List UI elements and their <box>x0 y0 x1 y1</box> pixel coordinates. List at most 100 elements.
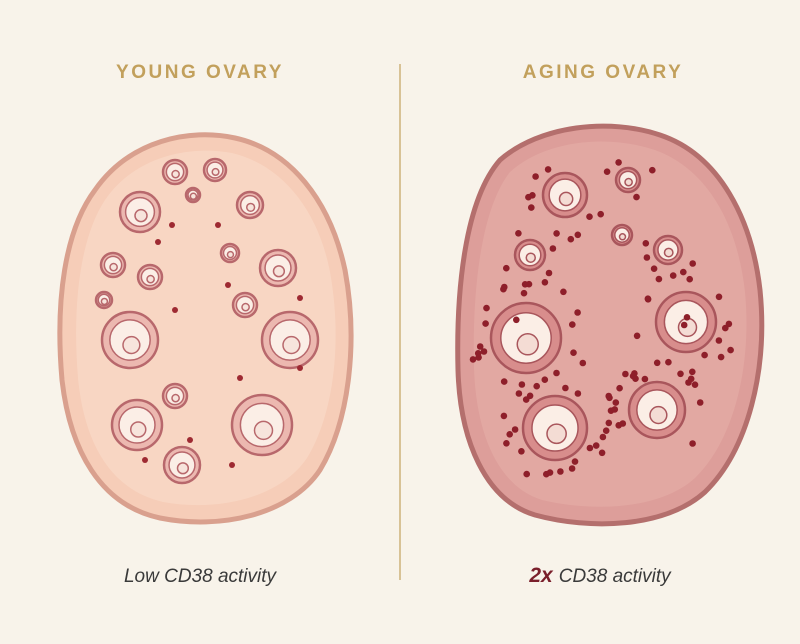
enzyme-dot <box>650 265 658 273</box>
caption: 2x CD38 activity <box>528 564 672 587</box>
enzyme-dot <box>518 381 526 388</box>
oocyte <box>241 302 250 312</box>
young-follicles <box>94 157 320 485</box>
oocyte <box>677 317 698 338</box>
enzyme-dot <box>571 458 579 465</box>
enzyme-dot <box>511 426 519 433</box>
enzyme-dot <box>597 210 604 218</box>
enzyme-dot <box>715 293 723 301</box>
oocyte <box>171 393 180 403</box>
enzyme-dot <box>520 289 528 297</box>
enzyme-dot <box>649 166 656 174</box>
enzyme-dot <box>225 282 231 288</box>
enzyme-dot <box>680 321 688 329</box>
caption-emphasis: 2x <box>528 564 554 587</box>
oocyte <box>176 462 190 475</box>
enzyme-dot <box>482 320 489 327</box>
aging-follicles <box>469 159 734 478</box>
enzyme-dot <box>574 309 581 316</box>
enzyme-dot <box>603 168 611 175</box>
enzyme-dot <box>515 390 523 397</box>
enzyme-dot <box>669 272 677 279</box>
caption: Low CD38 activity <box>124 566 278 587</box>
enzyme-dot <box>633 332 641 340</box>
enzyme-dot <box>500 412 508 420</box>
enzyme-dot <box>686 275 693 283</box>
enzyme-dot <box>641 375 649 383</box>
enzyme-dot <box>562 384 569 392</box>
enzyme-dot <box>689 260 696 267</box>
enzyme-dot <box>619 420 627 427</box>
enzyme-dot <box>528 204 535 211</box>
enzyme-dot <box>522 396 530 403</box>
enzyme-dot <box>297 365 303 371</box>
oocyte <box>100 297 109 306</box>
enzyme-dot <box>612 399 620 406</box>
enzyme-dot <box>665 358 672 366</box>
enzyme-dot <box>142 457 148 463</box>
enzyme-dot <box>579 359 587 367</box>
enzyme-dot <box>500 378 508 385</box>
enzyme-dot <box>574 390 582 397</box>
enzyme-dot <box>605 419 613 427</box>
oocyte <box>525 252 536 263</box>
enzyme-dot <box>715 337 723 344</box>
oocyte <box>272 265 286 278</box>
oocyte <box>226 250 235 259</box>
enzyme-dot <box>215 222 221 228</box>
enzyme-dot <box>602 427 610 435</box>
enzyme-dot <box>689 440 696 447</box>
enzyme-dot <box>599 433 607 441</box>
enzyme-dot <box>515 230 522 237</box>
enzyme-dot <box>567 235 575 243</box>
oocyte <box>253 420 274 441</box>
enzyme-dot <box>677 370 684 378</box>
oocyte <box>189 192 198 201</box>
enzyme-dot <box>187 437 193 443</box>
enzyme-dot <box>501 283 508 291</box>
enzyme-dot <box>553 230 560 237</box>
enzyme-dot <box>683 314 691 321</box>
enzyme-dot <box>633 193 640 201</box>
oocyte <box>282 335 301 355</box>
enzyme-dot <box>615 159 622 166</box>
enzyme-dot <box>598 449 606 457</box>
oocyte <box>663 247 674 258</box>
enzyme-dot <box>680 268 687 276</box>
oocyte <box>211 167 220 177</box>
enzyme-dot <box>687 375 695 383</box>
oocyte <box>246 202 256 212</box>
oocyte <box>130 421 147 438</box>
oocyte <box>516 333 539 356</box>
oocyte <box>624 177 633 187</box>
enzyme-dot <box>655 275 663 283</box>
enzyme-dot <box>586 444 594 452</box>
enzyme-dot <box>474 350 482 357</box>
enzyme-dot <box>532 173 539 180</box>
enzyme-dot <box>297 295 303 301</box>
enzyme-dot <box>689 368 696 376</box>
enzyme-dot <box>632 375 639 383</box>
enzyme-dot <box>541 376 549 384</box>
enzyme-dot <box>544 166 552 173</box>
enzyme-dot <box>521 281 529 288</box>
enzyme-dot <box>172 307 178 313</box>
enzyme-dot <box>553 369 560 377</box>
enzyme-dot <box>545 269 553 277</box>
enzyme-dot <box>503 264 510 272</box>
enzyme-dot <box>518 448 525 455</box>
enzyme-dot <box>586 213 593 220</box>
enzyme-dot <box>653 359 661 367</box>
panel-title: YOUNG OVARY <box>116 62 284 83</box>
oocyte <box>109 262 118 272</box>
enzyme-dot <box>549 245 557 252</box>
enzyme-dot <box>506 431 513 438</box>
enzyme-dot <box>503 440 510 447</box>
enzyme-dot <box>229 462 235 468</box>
enzyme-dot <box>574 231 582 239</box>
enzyme-dot <box>727 346 734 354</box>
enzyme-dot <box>691 381 699 389</box>
enzyme-dot <box>605 392 612 400</box>
oocyte <box>618 233 627 241</box>
panel-title: AGING OVARY <box>523 62 684 83</box>
